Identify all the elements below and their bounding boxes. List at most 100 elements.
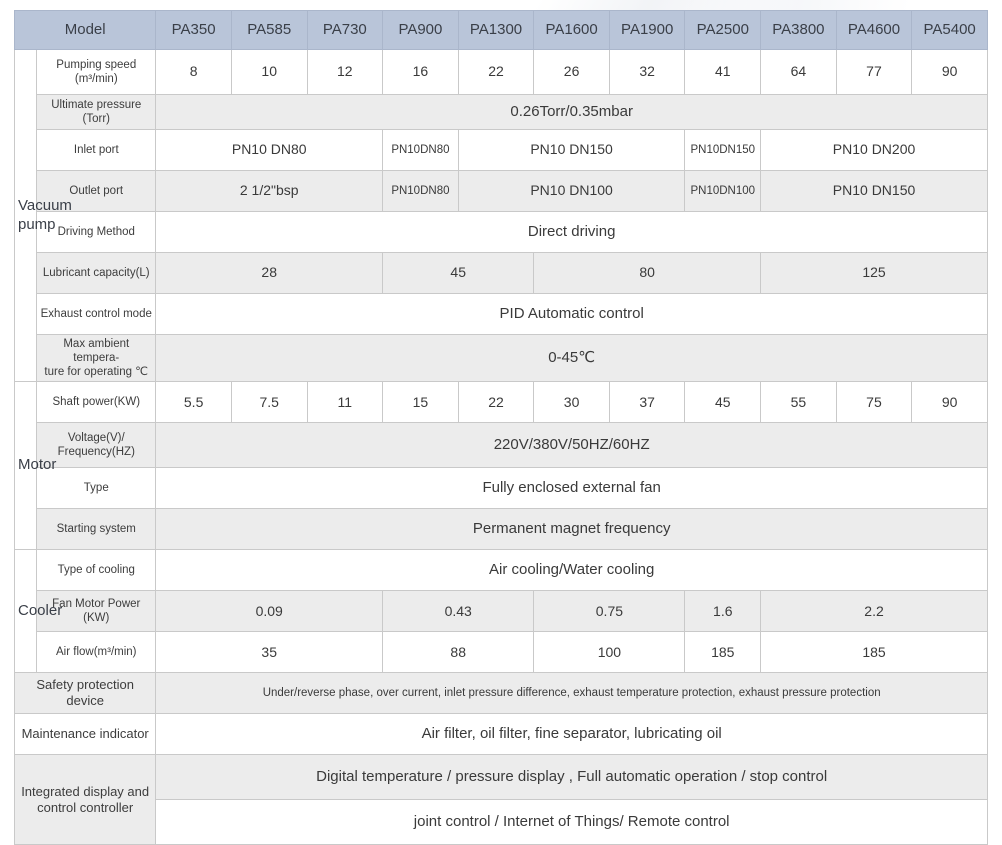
row-label-type-of-cooling: Type of cooling: [37, 550, 156, 591]
cell-pumping-speed-pa1900: 32: [609, 50, 685, 95]
cell-motor-type-value: Fully enclosed external fan: [156, 468, 988, 509]
table-row-shaft-power: Motor Shaft power(KW) 5.5 7.5 11 15 22 3…: [15, 382, 988, 423]
cell-outlet-port-group3: PN10 DN100: [458, 171, 685, 212]
table-row-lubricant-capacity: Lubricant capacity(L) 28 45 80 125: [15, 253, 988, 294]
cell-lubricant-capacity-group1: 28: [156, 253, 383, 294]
row-label-max-ambient-temperature-line2: ture for operating ℃: [40, 365, 152, 379]
header-model-pa2500: PA2500: [685, 11, 761, 50]
cell-shaft-power-pa350: 5.5: [156, 382, 232, 423]
group-label-motor: Motor: [15, 382, 37, 550]
cell-pumping-speed-pa4600: 77: [836, 50, 912, 95]
cell-max-ambient-temperature-value: 0-45℃: [156, 335, 988, 382]
cell-air-flow-group1: 35: [156, 632, 383, 673]
header-model-pa1600: PA1600: [534, 11, 610, 50]
table-row-air-flow: Air flow(m³/min) 35 88 100 185 185: [15, 632, 988, 673]
cell-inlet-port-group2: PN10DN80: [383, 130, 459, 171]
cell-integrated-display-value-line1: Digital temperature / pressure display ,…: [156, 755, 988, 800]
cell-inlet-port-group4: PN10DN150: [685, 130, 761, 171]
cell-air-flow-group5: 185: [761, 632, 988, 673]
cell-driving-method-value: Direct driving: [156, 212, 988, 253]
row-label-lubricant-capacity: Lubricant capacity(L): [37, 253, 156, 294]
cell-lubricant-capacity-group2: 45: [383, 253, 534, 294]
group-label-vacuum-pump: Vacuum pump: [15, 50, 37, 382]
header-model-label: Model: [15, 11, 156, 50]
row-label-max-ambient-temperature-line1: Max ambient tempera-: [40, 337, 152, 365]
row-label-max-ambient-temperature: Max ambient tempera- ture for operating …: [37, 335, 156, 382]
cell-pumping-speed-pa900: 16: [383, 50, 459, 95]
table-header-row: Model PA350 PA585 PA730 PA900 PA1300 PA1…: [15, 11, 988, 50]
table-row-starting-system: Starting system Permanent magnet frequen…: [15, 509, 988, 550]
cell-fan-motor-power-group3: 0.75: [534, 591, 685, 632]
cell-shaft-power-pa2500: 45: [685, 382, 761, 423]
cell-lubricant-capacity-group4: 125: [761, 253, 988, 294]
table-row-safety-protection-device: Safety protection device Under/reverse p…: [15, 673, 988, 714]
cell-fan-motor-power-group5: 2.2: [761, 591, 988, 632]
cell-pumping-speed-pa3800: 64: [761, 50, 837, 95]
header-model-pa3800: PA3800: [761, 11, 837, 50]
cell-shaft-power-pa900: 15: [383, 382, 459, 423]
cell-starting-system-value: Permanent magnet frequency: [156, 509, 988, 550]
cell-integrated-display-value-line2: joint control / Internet of Things/ Remo…: [156, 800, 988, 845]
specification-table: Model PA350 PA585 PA730 PA900 PA1300 PA1…: [14, 10, 988, 845]
cell-maintenance-indicator-value: Air filter, oil filter, fine separator, …: [156, 714, 988, 755]
cell-pumping-speed-pa2500: 41: [685, 50, 761, 95]
table-row-type-of-cooling: Cooler Type of cooling Air cooling/Water…: [15, 550, 988, 591]
row-label-pumping-speed-line2: (m³/min): [40, 72, 152, 86]
cell-fan-motor-power-group1: 0.09: [156, 591, 383, 632]
row-label-integrated-display: Integrated display and control controlle…: [15, 755, 156, 845]
row-label-integrated-display-line2: control controller: [18, 800, 152, 816]
table-row-driving-method: Driving Method Direct driving: [15, 212, 988, 253]
table-row-motor-type: Type Fully enclosed external fan: [15, 468, 988, 509]
table-row-fan-motor-power: Fan Motor Power (KW) 0.09 0.43 0.75 1.6 …: [15, 591, 988, 632]
table-row-max-ambient-temperature: Max ambient tempera- ture for operating …: [15, 335, 988, 382]
row-label-maintenance-indicator: Maintenance indicator: [15, 714, 156, 755]
row-label-voltage-frequency-line1: Voltage(V)/: [40, 431, 152, 445]
group-label-cooler: Cooler: [15, 550, 37, 673]
row-label-integrated-display-line1: Integrated display and: [18, 784, 152, 800]
cell-inlet-port-group5: PN10 DN200: [761, 130, 988, 171]
table-row-integrated-display-2: joint control / Internet of Things/ Remo…: [15, 800, 988, 845]
cell-pumping-speed-pa350: 8: [156, 50, 232, 95]
cell-shaft-power-pa5400: 90: [912, 382, 988, 423]
cell-pumping-speed-pa585: 10: [231, 50, 307, 95]
cell-fan-motor-power-group2: 0.43: [383, 591, 534, 632]
cell-fan-motor-power-group4: 1.6: [685, 591, 761, 632]
header-model-pa1300: PA1300: [458, 11, 534, 50]
cell-exhaust-control-mode-value: PID Automatic control: [156, 294, 988, 335]
header-model-pa585: PA585: [231, 11, 307, 50]
table-row-pumping-speed: Vacuum pump Pumping speed (m³/min) 8 10 …: [15, 50, 988, 95]
row-label-inlet-port: Inlet port: [37, 130, 156, 171]
cell-lubricant-capacity-group3: 80: [534, 253, 761, 294]
table-row-ultimate-pressure: Ultimate pressure (Torr) 0.26Torr/0.35mb…: [15, 95, 988, 130]
cell-air-flow-group3: 100: [534, 632, 685, 673]
row-label-exhaust-control-mode: Exhaust control mode: [37, 294, 156, 335]
row-label-air-flow: Air flow(m³/min): [37, 632, 156, 673]
cell-outlet-port-group1: 2 1/2"bsp: [156, 171, 383, 212]
header-model-pa5400: PA5400: [912, 11, 988, 50]
row-label-starting-system: Starting system: [37, 509, 156, 550]
table-row-integrated-display-1: Integrated display and control controlle…: [15, 755, 988, 800]
header-model-pa4600: PA4600: [836, 11, 912, 50]
row-label-pumping-speed-line1: Pumping speed: [40, 58, 152, 72]
cell-shaft-power-pa4600: 75: [836, 382, 912, 423]
cell-air-flow-group4: 185: [685, 632, 761, 673]
cell-air-flow-group2: 88: [383, 632, 534, 673]
cell-outlet-port-group2: PN10DN80: [383, 171, 459, 212]
cell-pumping-speed-pa1600: 26: [534, 50, 610, 95]
table-row-voltage-frequency: Voltage(V)/ Frequency(HZ) 220V/380V/50HZ…: [15, 423, 988, 468]
row-label-pumping-speed: Pumping speed (m³/min): [37, 50, 156, 95]
cell-pumping-speed-pa1300: 22: [458, 50, 534, 95]
cell-outlet-port-group4: PN10DN100: [685, 171, 761, 212]
cell-pumping-speed-pa730: 12: [307, 50, 383, 95]
cell-shaft-power-pa730: 11: [307, 382, 383, 423]
cell-shaft-power-pa1900: 37: [609, 382, 685, 423]
header-model-pa1900: PA1900: [609, 11, 685, 50]
cell-shaft-power-pa585: 7.5: [231, 382, 307, 423]
cell-outlet-port-group5: PN10 DN150: [761, 171, 988, 212]
cell-inlet-port-group1: PN10 DN80: [156, 130, 383, 171]
row-label-motor-type: Type: [37, 468, 156, 509]
row-label-ultimate-pressure: Ultimate pressure (Torr): [37, 95, 156, 130]
header-model-pa900: PA900: [383, 11, 459, 50]
row-label-shaft-power: Shaft power(KW): [37, 382, 156, 423]
